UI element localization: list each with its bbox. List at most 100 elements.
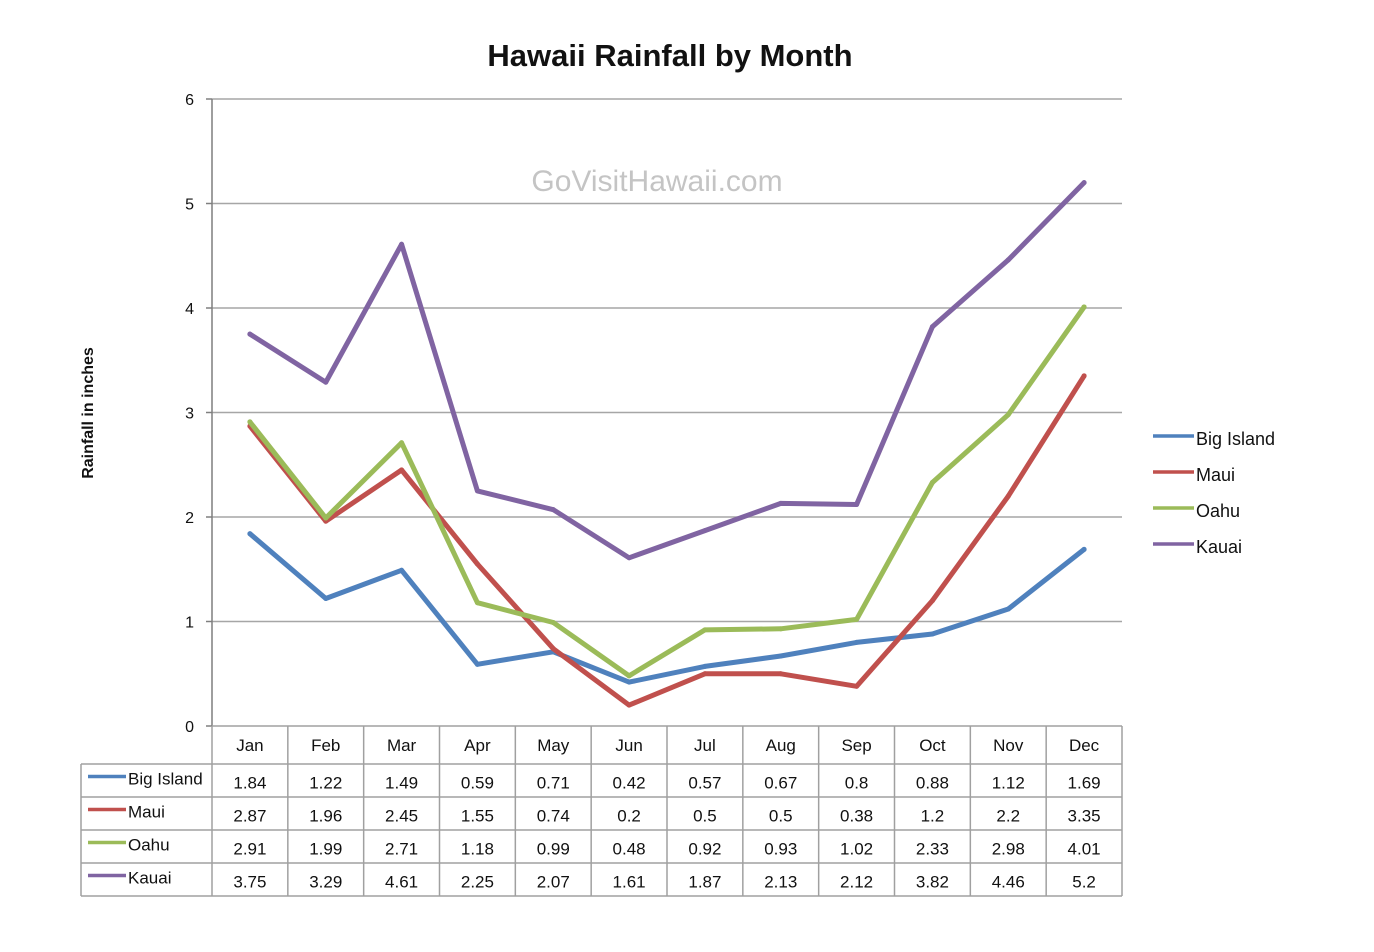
- data-point: [854, 683, 860, 689]
- data-point: [778, 500, 784, 506]
- table-cell: 2.2: [996, 807, 1020, 826]
- data-point: [1005, 606, 1011, 612]
- series-layer: [247, 180, 1087, 708]
- legend-label: Maui: [1196, 465, 1235, 485]
- table-cell: 3.35: [1068, 807, 1101, 826]
- table-cell: 3.82: [916, 873, 949, 892]
- data-point: [626, 679, 632, 685]
- category-label: Aug: [766, 736, 796, 755]
- table-cell: 2.13: [764, 873, 797, 892]
- data-point: [778, 626, 784, 632]
- data-point: [550, 507, 556, 513]
- table-cell: 0.71: [537, 774, 570, 793]
- data-point: [626, 555, 632, 561]
- data-point: [702, 627, 708, 633]
- table-cell: 1.2: [921, 807, 945, 826]
- data-point: [929, 631, 935, 637]
- data-point: [247, 331, 253, 337]
- table-cell: 2.33: [916, 840, 949, 859]
- table-cell: 0.74: [537, 807, 570, 826]
- data-point: [929, 598, 935, 604]
- table-cell: 1.18: [461, 840, 494, 859]
- table-cell: 4.01: [1068, 840, 1101, 859]
- table-cell: 5.2: [1072, 873, 1096, 892]
- data-point: [929, 324, 935, 330]
- table-cell: 0.48: [613, 840, 646, 859]
- table-cell: 2.25: [461, 873, 494, 892]
- y-tick-label: 5: [185, 197, 194, 214]
- data-point: [399, 467, 405, 473]
- category-label: Mar: [387, 736, 417, 755]
- table-row-label: Maui: [128, 803, 165, 822]
- table-cell: 1.61: [613, 873, 646, 892]
- table-cell: 1.22: [309, 774, 342, 793]
- data-point: [323, 515, 329, 521]
- data-point: [399, 440, 405, 446]
- category-label: May: [537, 736, 570, 755]
- table-cell: 0.99: [537, 840, 570, 859]
- data-point: [702, 528, 708, 534]
- data-point: [1005, 493, 1011, 499]
- table-cell: 0.5: [769, 807, 793, 826]
- table-cell: 1.99: [309, 840, 342, 859]
- table-cell: 2.07: [537, 873, 570, 892]
- data-point: [323, 379, 329, 385]
- table-cell: 1.96: [309, 807, 342, 826]
- y-tick-label: 0: [185, 719, 194, 736]
- y-tick-label: 6: [185, 92, 194, 109]
- data-point: [929, 480, 935, 486]
- data-point: [399, 241, 405, 247]
- table-cell: 0.57: [688, 774, 721, 793]
- data-point: [550, 620, 556, 626]
- table-cell: 0.88: [916, 774, 949, 793]
- chart-title: Hawaii Rainfall by Month: [487, 38, 852, 73]
- watermark: GoVisitHawaii.com: [531, 165, 782, 198]
- category-label: Sep: [841, 736, 871, 755]
- data-point: [399, 567, 405, 573]
- table-cell: 3.75: [233, 873, 266, 892]
- category-label: Jul: [694, 736, 716, 755]
- legend: Big Island Maui Oahu Kauai: [1153, 429, 1275, 557]
- category-label: Feb: [311, 736, 340, 755]
- table-cell: 0.59: [461, 774, 494, 793]
- table-cell: 4.46: [992, 873, 1025, 892]
- data-point: [247, 531, 253, 537]
- data-point: [778, 671, 784, 677]
- table-row-label: Big Island: [128, 770, 203, 789]
- table-cell: 1.87: [688, 873, 721, 892]
- category-label: Dec: [1069, 736, 1100, 755]
- data-point: [854, 501, 860, 507]
- table-cell: 1.49: [385, 774, 418, 793]
- category-label: Jun: [615, 736, 642, 755]
- table-cell: 2.87: [233, 807, 266, 826]
- table-cell: 0.93: [764, 840, 797, 859]
- table-cell: 0.5: [693, 807, 717, 826]
- table-cell: 4.61: [385, 873, 418, 892]
- data-point: [550, 646, 556, 652]
- category-label: Oct: [919, 736, 946, 755]
- series-line-big-island: [247, 531, 1087, 685]
- data-point: [247, 419, 253, 425]
- table-cell: 2.71: [385, 840, 418, 859]
- data-point: [778, 653, 784, 659]
- table-cell: 2.12: [840, 873, 873, 892]
- table-cell: 0.42: [613, 774, 646, 793]
- y-axis-label: Rainfall in inches: [80, 347, 97, 479]
- data-point: [474, 561, 480, 567]
- category-label: Nov: [993, 736, 1024, 755]
- table-cell: 1.02: [840, 840, 873, 859]
- table-cell: 2.98: [992, 840, 1025, 859]
- data-point: [626, 702, 632, 708]
- table-cell: 1.69: [1068, 774, 1101, 793]
- data-point: [474, 661, 480, 667]
- data-point: [323, 596, 329, 602]
- data-point: [1081, 546, 1087, 552]
- data-point: [702, 671, 708, 677]
- legend-label: Big Island: [1196, 429, 1275, 449]
- legend-label: Kauai: [1196, 537, 1242, 557]
- table-cell: 1.84: [233, 774, 266, 793]
- data-point: [854, 616, 860, 622]
- data-point: [854, 639, 860, 645]
- table-cell: 0.67: [764, 774, 797, 793]
